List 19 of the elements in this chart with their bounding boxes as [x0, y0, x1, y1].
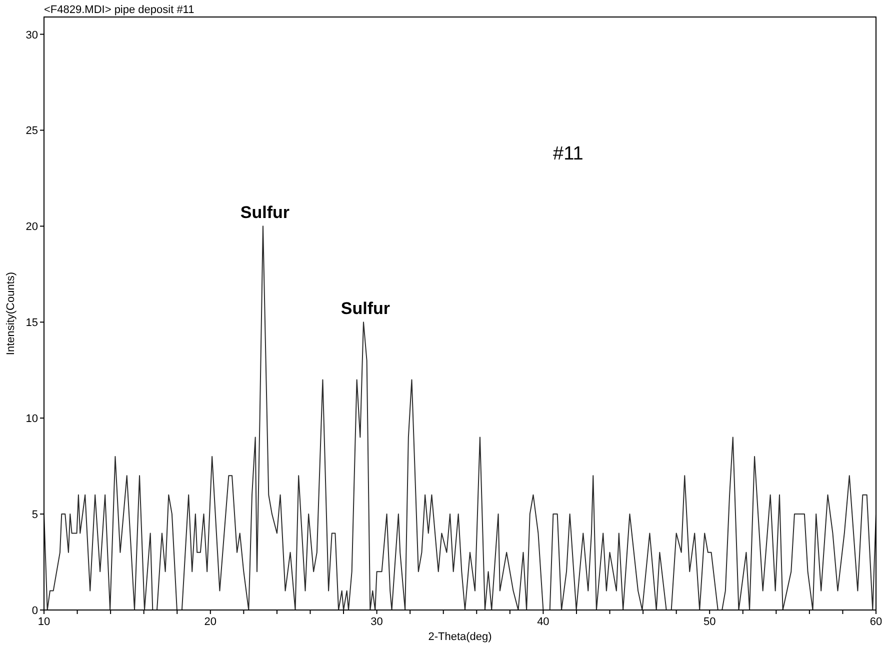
x-tick-label: 30	[370, 616, 383, 628]
y-axis-title: Intensity(Counts)	[5, 272, 17, 356]
y-tick-label: 15	[26, 317, 38, 330]
x-tick-label: 60	[870, 616, 882, 628]
y-tick-label: 5	[32, 509, 38, 522]
y-tick-label: 0	[32, 605, 38, 617]
y-tick-label: 30	[26, 29, 38, 42]
annotation: Sulfur	[240, 203, 290, 222]
y-tick-label: 10	[26, 413, 38, 426]
annotation: #11	[553, 143, 584, 164]
annotation: Sulfur	[340, 299, 390, 318]
x-tick-label: 20	[204, 616, 217, 628]
y-tick-label: 20	[26, 221, 38, 234]
chart-title: <F4829.MDI> pipe deposit #11	[44, 4, 194, 16]
x-axis-title: 2-Theta(deg)	[428, 631, 492, 643]
x-tick-label: 40	[537, 616, 550, 628]
line-series	[44, 226, 876, 610]
y-tick-label: 25	[26, 125, 38, 138]
x-tick-label: 50	[703, 616, 716, 628]
